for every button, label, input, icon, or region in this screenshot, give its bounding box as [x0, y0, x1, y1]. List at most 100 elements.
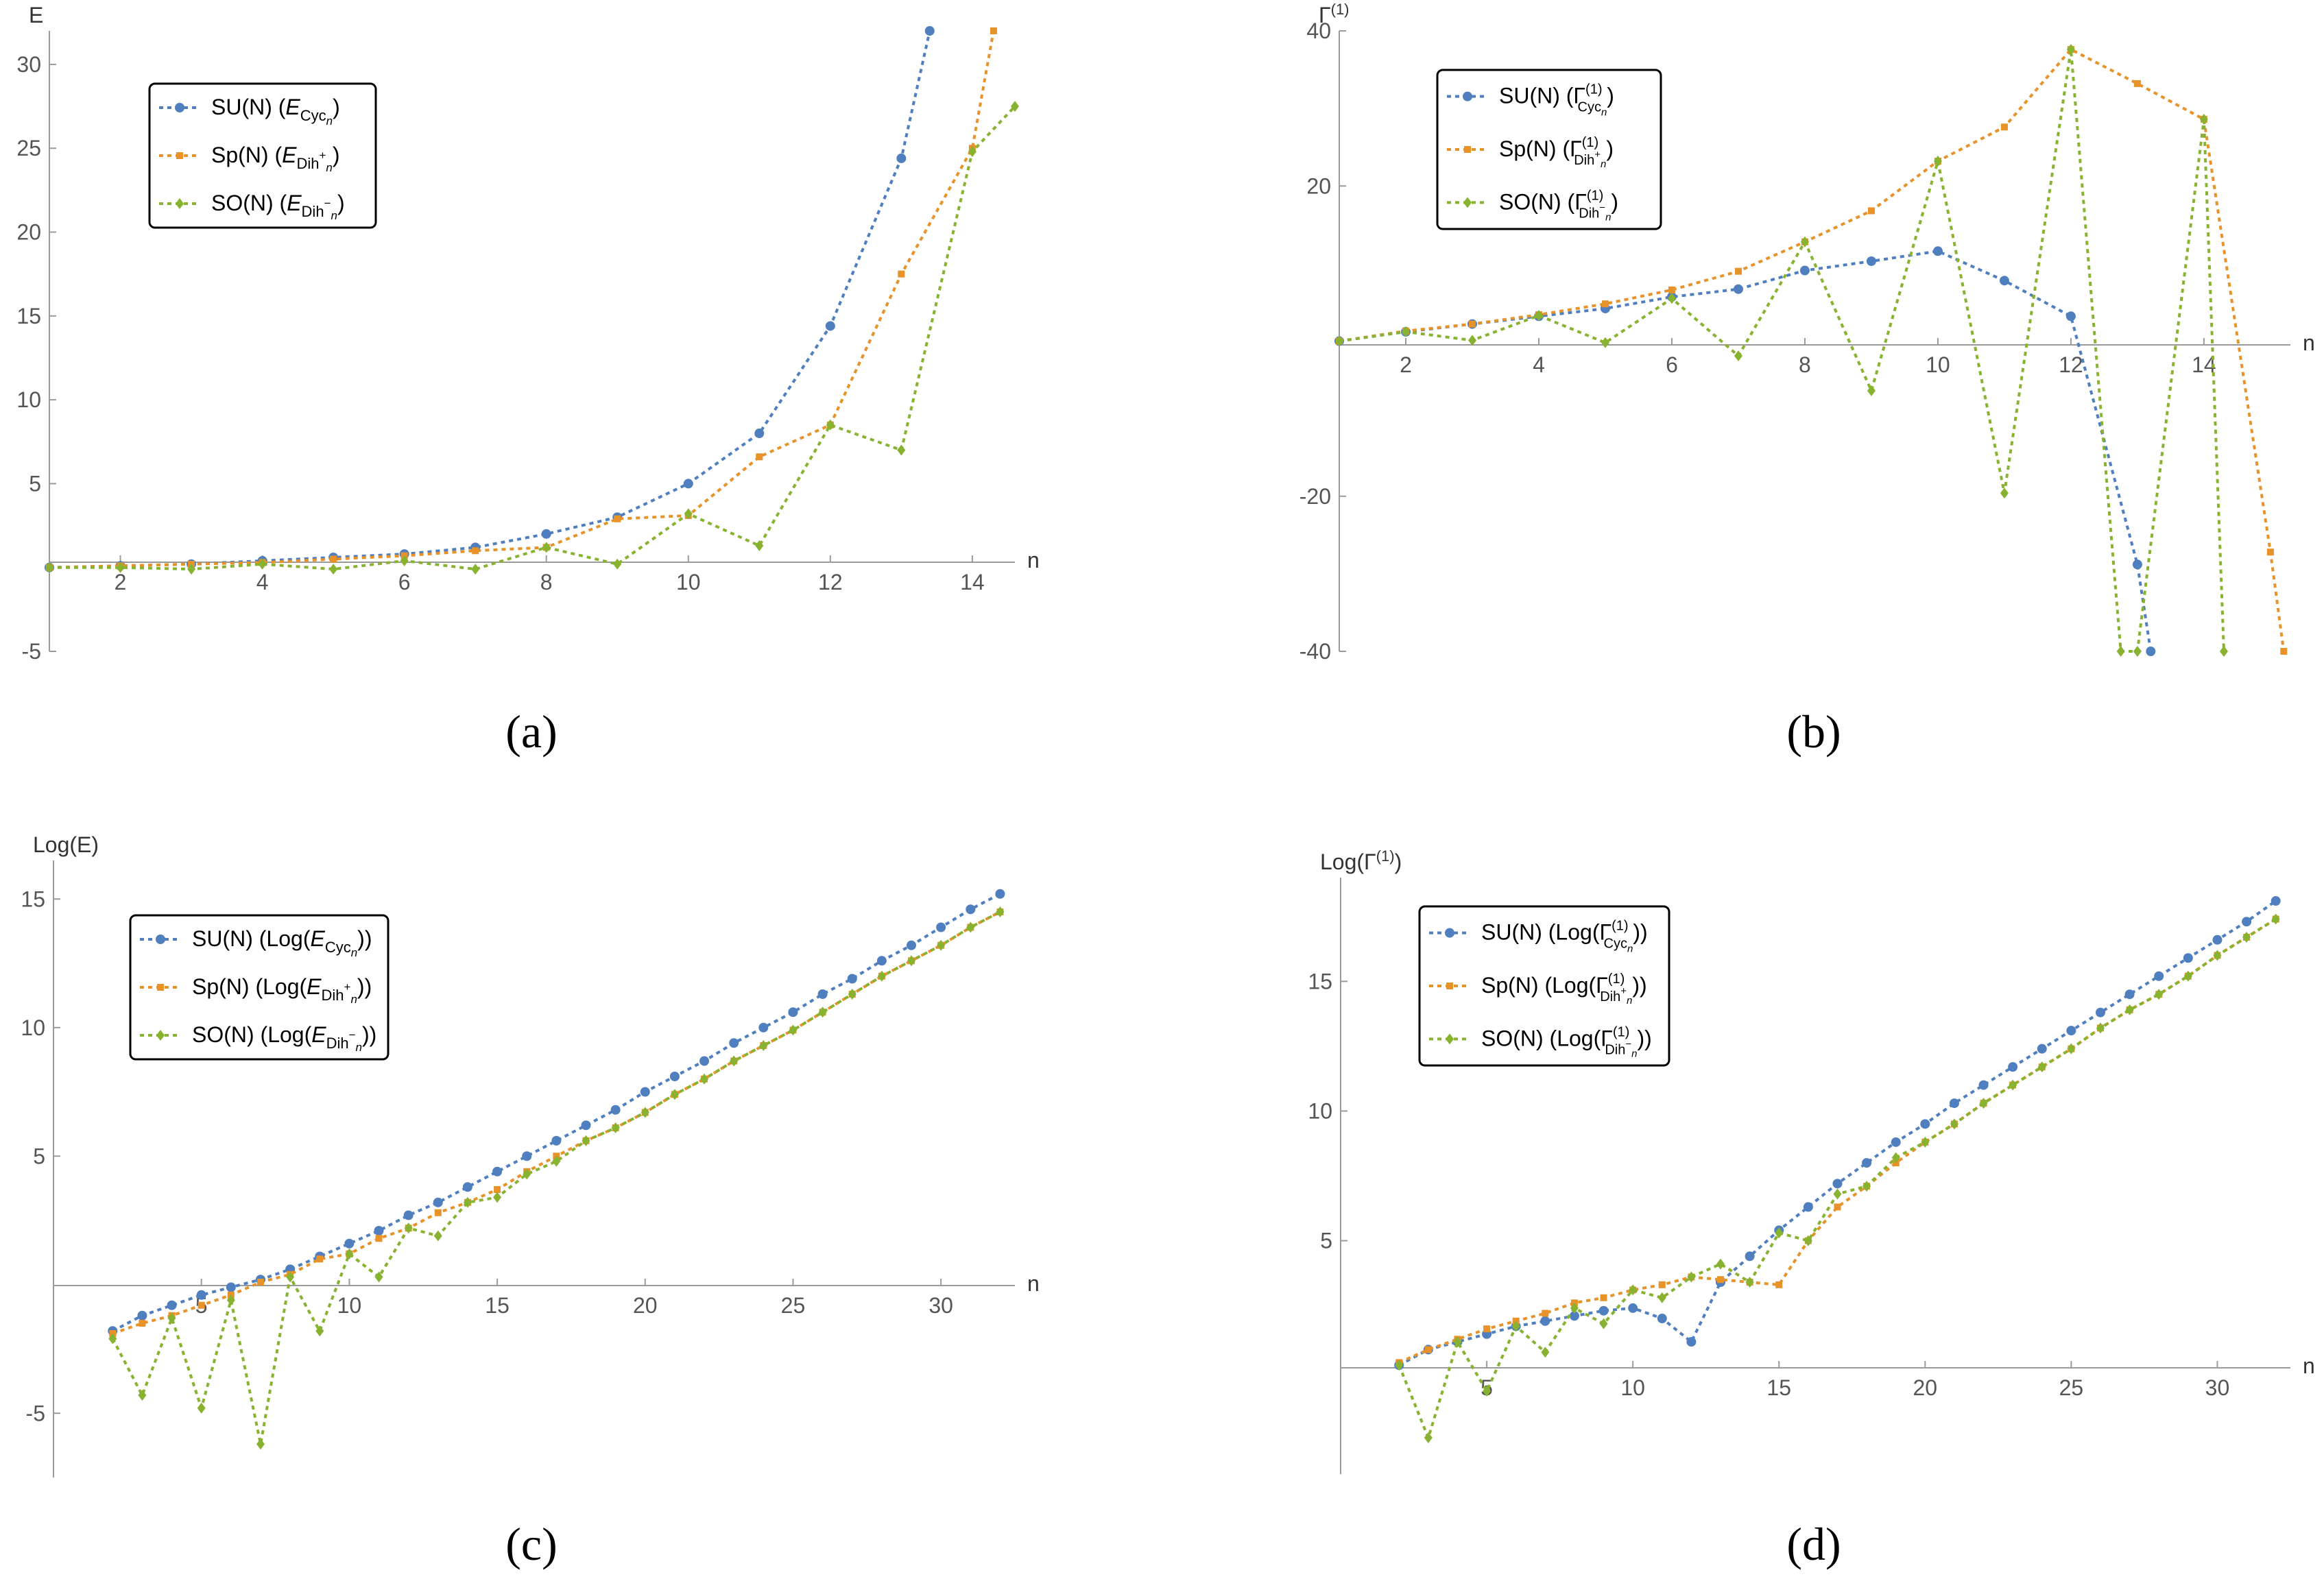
data-point — [2266, 549, 2274, 556]
data-point — [1950, 1118, 1958, 1130]
data-point — [1891, 1137, 1901, 1147]
legend-swatch-marker — [1464, 146, 1471, 153]
y-tick-label: 10 — [21, 1015, 45, 1040]
x-tick-label: 25 — [2059, 1375, 2084, 1400]
data-point — [789, 1024, 798, 1036]
data-point — [1933, 156, 1942, 167]
data-point — [990, 27, 997, 34]
x-tick-label: 6 — [398, 570, 411, 594]
data-point — [818, 1007, 827, 1018]
data-point — [2096, 1022, 2105, 1034]
y-tick-label: 5 — [29, 471, 41, 496]
data-point — [1862, 1181, 1871, 1192]
data-point — [1483, 1385, 1492, 1397]
data-point — [45, 562, 53, 573]
x-tick-label: 20 — [1913, 1375, 1938, 1400]
legend-swatch-marker — [1445, 928, 1454, 938]
data-point — [2124, 989, 2135, 1000]
data-point — [1667, 293, 1676, 304]
x-tick-label: 6 — [1666, 352, 1678, 377]
data-point — [1424, 1346, 1432, 1353]
data-point — [2183, 970, 2192, 982]
data-point — [1335, 335, 1343, 347]
data-point — [1534, 310, 1543, 322]
data-point — [1891, 1152, 1900, 1164]
data-point — [552, 1155, 561, 1167]
x-tick-label: 20 — [633, 1293, 658, 1318]
panel-label: (d) — [1786, 1518, 1841, 1570]
x-tick-label: 4 — [256, 570, 269, 594]
data-point — [316, 1255, 324, 1263]
series-SO(N) — [1395, 913, 2280, 1444]
x-tick-label: 12 — [818, 570, 843, 594]
y-tick-label: -40 — [1299, 639, 1331, 664]
data-point — [2212, 935, 2223, 945]
x-tick-label: 8 — [540, 570, 553, 594]
legend-entry-label: SU(N) (Γ(1) Cycn) — [1499, 82, 1614, 119]
data-point — [196, 1290, 206, 1300]
y-axis-label: Log(Γ(1)) — [1320, 847, 1402, 874]
data-point — [825, 321, 835, 331]
data-point — [1804, 1235, 1812, 1246]
data-point — [404, 1222, 413, 1234]
data-point — [1745, 1251, 1755, 1262]
series-line — [1339, 250, 2153, 652]
data-point — [1401, 326, 1410, 337]
legend-entry-label: SU(N) (Log(ECycn)) — [192, 926, 372, 959]
data-point — [138, 1390, 147, 1401]
y-tick-label: -20 — [1299, 484, 1331, 509]
data-point — [167, 1312, 176, 1324]
data-point — [2066, 44, 2075, 56]
y-tick-label: 15 — [16, 304, 41, 328]
data-point — [1541, 1347, 1550, 1358]
data-point — [847, 974, 857, 984]
data-point — [403, 1210, 414, 1220]
data-point — [433, 1197, 443, 1207]
chart-panel-0: 2 4 6 8 10 12 14 -5 5 10 15 20 25 30 n E SU(N) (ECycn) Sp… — [16, 3, 1039, 758]
y-tick-label: 20 — [1306, 173, 1331, 198]
data-point — [1011, 101, 1019, 112]
data-point — [582, 1135, 590, 1146]
data-point — [523, 1168, 531, 1180]
legend-entry-label: Sp(N) (Γ(1) Dih+n) — [1499, 135, 1614, 170]
data-point — [462, 1182, 472, 1192]
legend-swatch-marker — [1446, 983, 1453, 989]
data-point — [1717, 1276, 1724, 1283]
data-point — [463, 1196, 472, 1208]
data-point — [1920, 1119, 1930, 1129]
y-axis-label: E — [29, 3, 43, 27]
x-axis-label: n — [1027, 1271, 1040, 1296]
data-point — [640, 1087, 650, 1097]
y-tick-label: 10 — [16, 387, 41, 412]
data-point — [434, 1209, 442, 1216]
data-point — [996, 906, 1005, 917]
x-axis-label: n — [2303, 1353, 2315, 1378]
legend-entry-label: SU(N) (ECycn) — [211, 95, 340, 128]
x-tick-label: 8 — [1799, 352, 1811, 377]
data-point — [1601, 300, 1609, 308]
data-point — [2280, 648, 2288, 655]
x-tick-label: 4 — [1533, 352, 1545, 377]
legend-box — [148, 82, 377, 229]
data-point — [848, 989, 856, 1000]
data-point — [611, 1122, 620, 1133]
legend-entry-label: SU(N) (Log(Γ(1) Cycn)) — [1481, 919, 1648, 955]
data-point — [137, 1310, 147, 1321]
data-point — [1600, 1294, 1607, 1301]
x-tick-label: 30 — [929, 1293, 953, 1318]
legend-entry-label: SO(N) (EDih−n) — [211, 191, 345, 222]
data-point — [1687, 1271, 1696, 1283]
data-point — [966, 921, 975, 933]
data-point — [1833, 1188, 1842, 1200]
legend-swatch-marker — [1463, 197, 1472, 208]
data-point — [640, 1107, 649, 1118]
data-point — [907, 955, 916, 967]
data-point — [2008, 1062, 2018, 1072]
data-point — [1570, 1302, 1579, 1314]
data-point — [2199, 113, 2208, 125]
data-point — [2271, 896, 2281, 906]
legend-box — [129, 914, 390, 1061]
data-point — [1483, 1325, 1491, 1333]
x-axis-label: n — [1027, 548, 1040, 572]
data-point — [2037, 1044, 2047, 1054]
